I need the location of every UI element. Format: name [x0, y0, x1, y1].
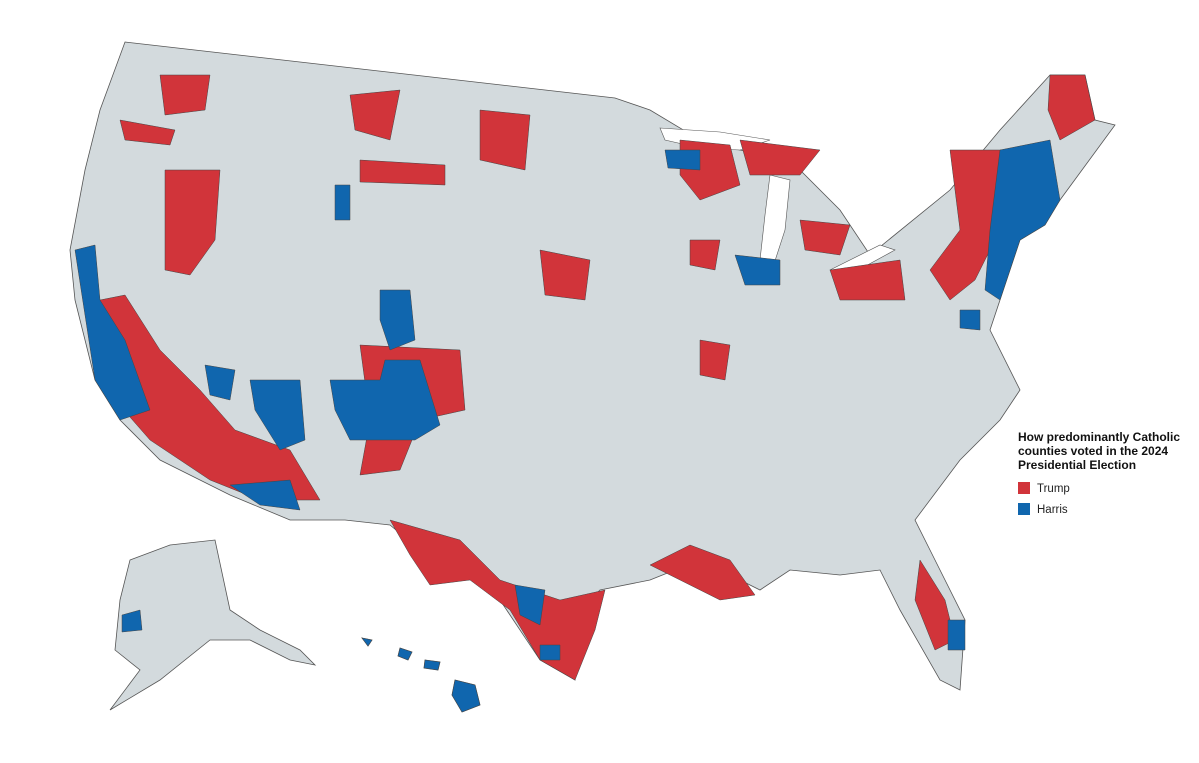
legend-label: Harris [1037, 504, 1068, 516]
region [539, 249, 956, 651]
harris-regions [74, 139, 1061, 713]
trump-regions [99, 74, 1096, 681]
legend-swatch [1018, 503, 1030, 515]
region [679, 139, 851, 271]
legend-title: How predominantly Catholic [1018, 430, 1180, 444]
region [984, 139, 1061, 301]
region [329, 359, 441, 441]
region [514, 584, 966, 661]
region [389, 519, 606, 681]
legend: How predominantly Catholic counties vote… [1018, 430, 1180, 516]
region [121, 479, 301, 633]
region [649, 544, 756, 601]
region [164, 169, 221, 276]
legend-title: Presidential Election [1018, 458, 1136, 472]
legend-label: Trump [1037, 483, 1070, 495]
region [159, 74, 531, 186]
legend-swatch [1018, 482, 1030, 494]
region [204, 364, 306, 451]
region [99, 294, 321, 501]
region [334, 184, 416, 351]
alaska [109, 539, 317, 711]
legend-title: counties voted in the 2024 [1018, 444, 1168, 458]
region [1047, 74, 1096, 141]
region [361, 637, 481, 713]
region [74, 244, 151, 421]
region [119, 119, 906, 301]
region [664, 149, 981, 331]
